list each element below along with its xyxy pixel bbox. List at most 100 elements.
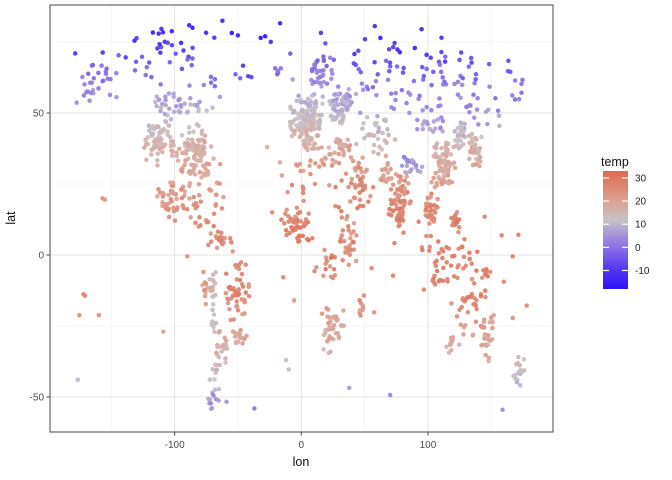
data-point xyxy=(330,162,335,168)
data-point xyxy=(178,40,184,46)
data-point xyxy=(387,64,393,69)
axis-tick-labels: -100 0 100 50 0 -50 xyxy=(30,109,437,452)
data-point xyxy=(217,181,223,186)
data-point xyxy=(385,162,390,168)
data-point xyxy=(333,330,339,336)
data-point xyxy=(305,220,311,225)
x-tick-label: 100 xyxy=(420,440,437,451)
data-point xyxy=(420,77,426,82)
data-point xyxy=(224,399,229,405)
data-point xyxy=(419,164,425,170)
data-point xyxy=(168,117,174,122)
data-point xyxy=(390,273,396,278)
legend-ticks xyxy=(603,177,628,272)
data-point xyxy=(289,120,295,126)
data-point xyxy=(198,199,204,204)
data-point xyxy=(339,233,345,238)
data-point xyxy=(376,125,382,131)
data-point xyxy=(234,299,239,304)
data-point xyxy=(345,214,350,219)
data-point xyxy=(156,186,161,192)
data-point xyxy=(282,221,287,226)
data-point xyxy=(400,212,405,218)
data-point xyxy=(474,156,479,162)
data-point xyxy=(170,180,176,185)
data-point xyxy=(203,301,209,307)
data-point xyxy=(299,107,305,113)
data-point xyxy=(306,211,311,216)
data-point xyxy=(338,238,343,244)
data-point xyxy=(431,216,437,221)
data-point xyxy=(204,108,209,113)
data-point xyxy=(436,163,442,168)
data-point xyxy=(468,103,473,108)
data-point xyxy=(160,194,166,199)
data-point xyxy=(201,82,207,88)
data-point xyxy=(207,397,213,402)
data-point xyxy=(312,66,317,71)
data-point xyxy=(394,215,400,221)
data-point xyxy=(80,74,85,80)
data-point xyxy=(394,206,399,211)
data-point xyxy=(405,158,411,163)
data-point xyxy=(227,236,233,241)
data-point xyxy=(220,18,225,23)
data-point xyxy=(305,147,310,153)
data-point xyxy=(431,202,437,208)
data-point xyxy=(435,117,440,122)
data-point xyxy=(295,163,300,168)
data-point xyxy=(306,238,311,243)
data-point xyxy=(367,131,373,137)
data-point xyxy=(176,97,181,103)
data-point xyxy=(240,311,245,317)
data-point xyxy=(440,160,446,166)
data-point xyxy=(361,293,367,298)
data-point xyxy=(355,205,360,211)
data-point xyxy=(368,193,373,199)
data-point xyxy=(157,41,162,47)
data-point xyxy=(431,276,436,281)
data-point xyxy=(306,103,311,109)
data-point xyxy=(332,254,337,260)
data-point xyxy=(169,42,175,48)
data-point xyxy=(457,133,463,138)
data-point xyxy=(321,79,327,85)
data-point xyxy=(441,152,447,158)
legend-tick-label: 30 xyxy=(635,173,647,184)
data-point xyxy=(340,142,346,148)
data-point xyxy=(182,162,187,168)
data-point xyxy=(446,350,452,355)
data-point xyxy=(409,158,415,163)
data-point xyxy=(156,31,161,36)
data-point xyxy=(442,59,448,64)
data-point xyxy=(346,262,352,268)
data-point xyxy=(455,92,461,97)
data-point xyxy=(212,35,217,40)
data-point xyxy=(155,194,160,199)
data-point xyxy=(381,173,386,178)
data-point xyxy=(487,269,493,275)
data-point xyxy=(82,82,87,87)
data-point xyxy=(470,332,476,337)
data-point xyxy=(440,255,445,261)
data-point xyxy=(407,201,412,206)
data-point xyxy=(317,164,322,169)
data-point xyxy=(432,126,438,131)
data-point xyxy=(315,133,321,139)
data-point xyxy=(159,137,164,142)
data-point xyxy=(466,64,472,69)
data-point xyxy=(100,78,105,84)
data-point xyxy=(483,272,488,277)
data-point xyxy=(321,332,327,338)
data-point xyxy=(460,296,466,301)
data-point xyxy=(229,240,234,245)
data-point xyxy=(455,79,461,85)
data-point xyxy=(458,123,464,129)
data-point xyxy=(208,80,214,85)
data-point xyxy=(236,266,242,272)
data-point xyxy=(158,105,164,110)
data-point xyxy=(162,39,167,45)
data-point xyxy=(327,55,333,60)
data-point xyxy=(424,66,429,72)
data-point xyxy=(396,180,402,185)
